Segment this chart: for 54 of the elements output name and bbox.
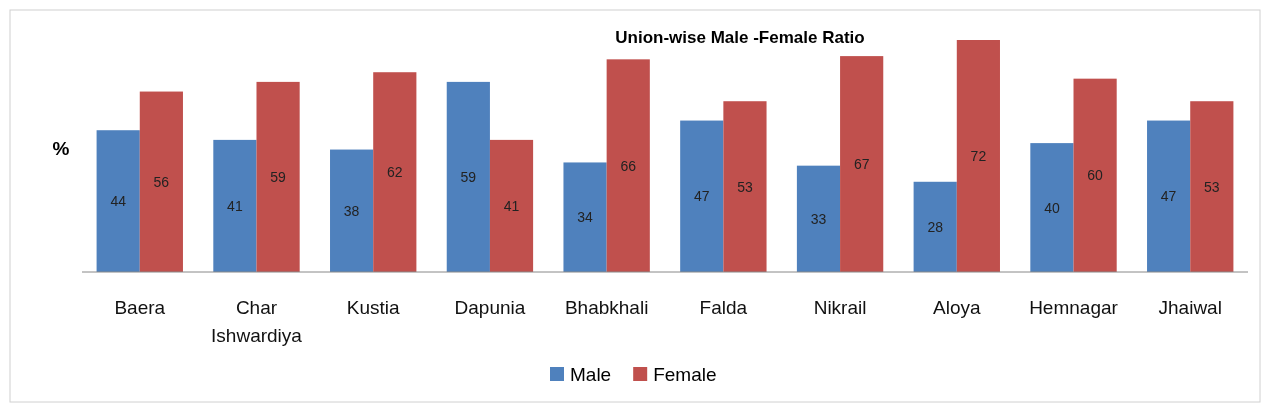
x-tick-label: Kustia <box>346 297 401 318</box>
bar <box>489 139 534 272</box>
bar <box>913 181 957 272</box>
data-label: 56 <box>153 173 170 190</box>
data-label: 66 <box>620 157 637 174</box>
bar <box>446 81 490 272</box>
data-label: 47 <box>1160 188 1177 205</box>
data-label: 60 <box>1087 167 1104 184</box>
legend-label: Male <box>570 364 612 385</box>
bar <box>139 91 183 272</box>
bar <box>330 149 374 272</box>
x-tick-label: Dapunia <box>454 297 526 318</box>
bar <box>96 130 140 272</box>
data-label: 41 <box>503 197 520 214</box>
chart-title: Union-wise Male -Female Ratio <box>615 28 865 47</box>
bar <box>1073 78 1117 272</box>
x-tick-label: Nikrail <box>813 297 867 318</box>
data-label: 38 <box>343 202 360 219</box>
bar <box>1190 101 1234 272</box>
data-label: 47 <box>693 188 710 205</box>
x-tick-label: Falda <box>699 297 748 318</box>
data-label: 53 <box>1204 178 1220 195</box>
bar <box>213 139 257 272</box>
y-axis-title: % <box>52 138 70 159</box>
bar <box>840 56 884 272</box>
data-label: 33 <box>810 210 827 227</box>
data-label: 34 <box>577 209 594 226</box>
data-label: 41 <box>227 197 243 214</box>
bar <box>796 165 841 272</box>
data-label: 59 <box>270 168 287 185</box>
data-label: 67 <box>853 156 870 173</box>
bar <box>723 101 767 272</box>
bar <box>680 120 724 272</box>
x-tick-label: Baera <box>114 297 166 318</box>
x-tick-label: Jhaiwal <box>1158 297 1222 318</box>
data-label: 59 <box>460 168 477 185</box>
legend-label: Female <box>653 364 717 385</box>
data-label: 62 <box>387 164 403 181</box>
bar <box>563 162 607 272</box>
data-label: 28 <box>927 218 944 235</box>
bar <box>256 81 300 272</box>
bar <box>1147 120 1191 272</box>
data-label: 72 <box>970 148 987 164</box>
data-label: 53 <box>737 178 753 195</box>
bar <box>1030 143 1074 272</box>
x-tick-label: Bhabkhali <box>564 297 649 318</box>
x-tick-label: Char Ishwardiya <box>211 297 303 346</box>
x-tick-label: Aloya <box>933 297 981 318</box>
data-label: 44 <box>110 193 127 210</box>
bar <box>606 59 650 272</box>
bar <box>373 72 417 272</box>
x-tick-label: Hemnagar <box>1029 297 1119 318</box>
bar <box>956 40 1000 272</box>
data-label: 40 <box>1044 199 1060 216</box>
